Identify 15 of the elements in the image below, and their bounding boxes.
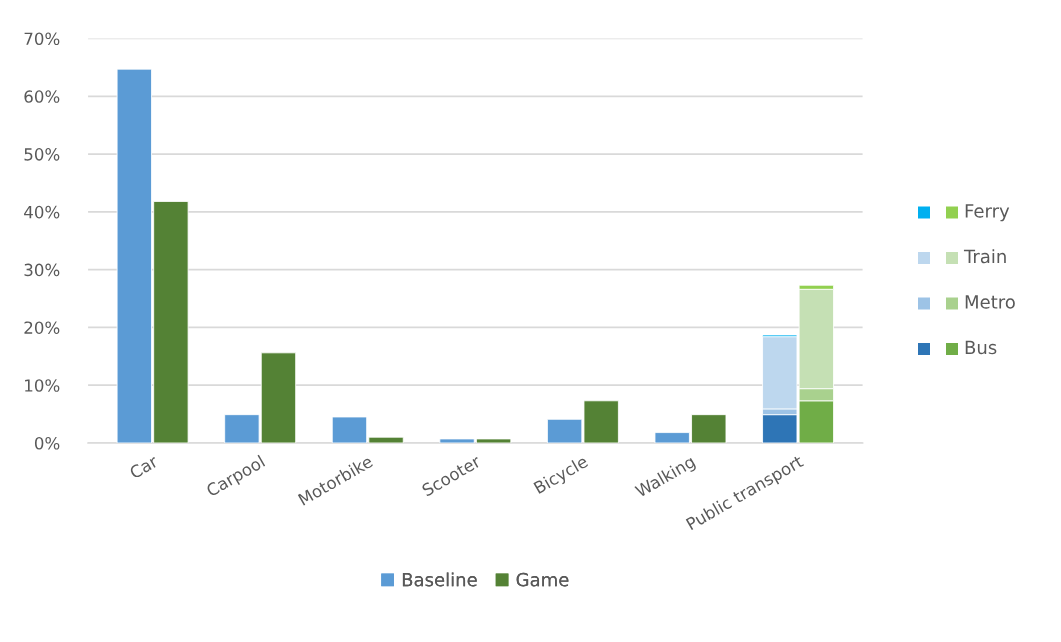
y-tick-label: 0%: [34, 436, 60, 450]
y-tick-label: 70%: [24, 32, 60, 46]
y-tick-label: 20%: [24, 321, 60, 334]
legend-label: Metro: [965, 295, 1015, 309]
y-tick-label: 60%: [24, 90, 60, 103]
legend-label: Bus: [965, 340, 997, 355]
x-tick-label: Car: [128, 454, 160, 480]
legend-label: Train: [963, 249, 1006, 264]
y-tick-label: 40%: [24, 205, 60, 219]
legend-label: Game: [516, 572, 569, 587]
legend-label: Ferry: [965, 204, 1010, 222]
y-tick-label: 50%: [24, 148, 60, 161]
y-tick-label: 30%: [24, 263, 60, 277]
legend-label: Baseline: [402, 572, 477, 587]
y-tick-label: 10%: [25, 379, 60, 392]
